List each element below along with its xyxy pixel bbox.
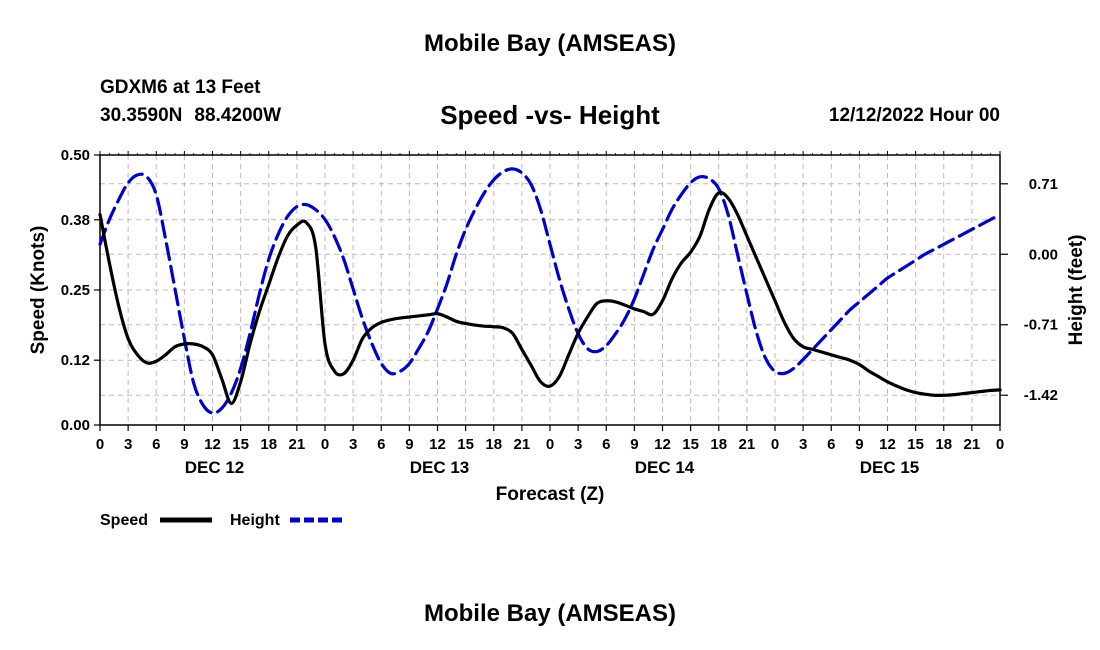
axis-labels: Forecast (Z) Speed (Knots) Height (feet) — [28, 226, 1087, 505]
x-tick-label: 12 — [654, 436, 671, 453]
x-tick-label: 21 — [739, 436, 756, 453]
x-tick-label: 6 — [377, 436, 385, 453]
x-tick-label: 6 — [152, 436, 160, 453]
x-tick-label: 12 — [204, 436, 221, 453]
x-tick-label: 3 — [349, 436, 357, 453]
y-axis-title: Speed (Knots) — [28, 226, 49, 355]
y-tick-label: 0.38 — [61, 212, 90, 229]
main-title: Mobile Bay (AMSEAS) — [423, 30, 677, 57]
legend-label-speed: Speed — [100, 512, 148, 529]
series — [98, 167, 1002, 415]
x-tick-label: 12 — [429, 436, 446, 453]
x-tick-label: 12 — [879, 436, 896, 453]
series-line-height — [98, 167, 1002, 415]
station-label: GDXM6 at 13 Feet — [100, 77, 261, 98]
x-tick-label: 15 — [457, 436, 474, 453]
legend: Speed Height — [100, 512, 342, 529]
y-tick-label: 0.25 — [61, 282, 90, 299]
y2-tick-label: 0.00 — [1029, 246, 1058, 263]
longitude: 88.4200W — [194, 105, 282, 126]
x-tick-label: 6 — [827, 436, 835, 453]
x-tick-label: 9 — [855, 436, 863, 453]
x-tick-label: 0 — [321, 436, 329, 453]
x-tick-label: 6 — [602, 436, 610, 453]
day-label: DEC 12 — [185, 458, 245, 477]
x-tick-label: 15 — [907, 436, 924, 453]
x-tick-label: 0 — [996, 436, 1004, 453]
x-tick-label: 3 — [574, 436, 582, 453]
latitude: 30.3590N — [100, 105, 183, 126]
day-label: DEC 13 — [410, 458, 470, 477]
x-tick-label: 18 — [485, 436, 502, 453]
run-time: 12/12/2022 Hour 00 — [828, 105, 1000, 126]
y2-axis-title: Height (feet) — [1066, 235, 1087, 346]
chart-title: Speed -vs- Height — [440, 100, 660, 130]
x-tick-label: 21 — [289, 436, 306, 453]
x-axis-title: Forecast (Z) — [496, 484, 605, 505]
day-label: DEC 15 — [860, 458, 920, 477]
x-tick-label: 9 — [180, 436, 188, 453]
ticks: 0 3 6 9 12 15 18 21 0 3 6 9 12 15 18 21 0 3 6 9 12 15 18 21 0 3 6 9… — [61, 147, 1058, 477]
x-tick-label: 18 — [710, 436, 727, 453]
legend-label-height: Height — [230, 512, 280, 529]
y2-tick-label: -1.42 — [1024, 387, 1058, 404]
y-tick-label: 0.50 — [61, 147, 90, 164]
x-tick-label: 21 — [514, 436, 531, 453]
x-tick-label: 18 — [260, 436, 277, 453]
station-coordinates: 30.3590N 88.4200W — [100, 105, 281, 127]
x-tick-label: 21 — [964, 436, 981, 453]
day-label: DEC 14 — [635, 458, 695, 477]
x-tick-label: 0 — [546, 436, 554, 453]
x-tick-label: 0 — [96, 436, 104, 453]
series-line-speed — [98, 190, 1002, 405]
y-tick-label: 0.00 — [61, 417, 90, 434]
x-tick-label: 0 — [771, 436, 779, 453]
x-tick-label: 9 — [630, 436, 638, 453]
x-tick-label: 3 — [799, 436, 807, 453]
y2-tick-label: -0.71 — [1024, 317, 1058, 334]
x-tick-label: 15 — [232, 436, 249, 453]
x-tick-label: 9 — [405, 436, 413, 453]
x-tick-label: 3 — [124, 436, 132, 453]
y2-tick-label: 0.71 — [1029, 176, 1058, 193]
x-tick-label: 18 — [935, 436, 952, 453]
y-tick-label: 0.12 — [61, 352, 90, 369]
bottom-title: Mobile Bay (AMSEAS) — [423, 600, 677, 627]
x-tick-label: 15 — [682, 436, 699, 453]
